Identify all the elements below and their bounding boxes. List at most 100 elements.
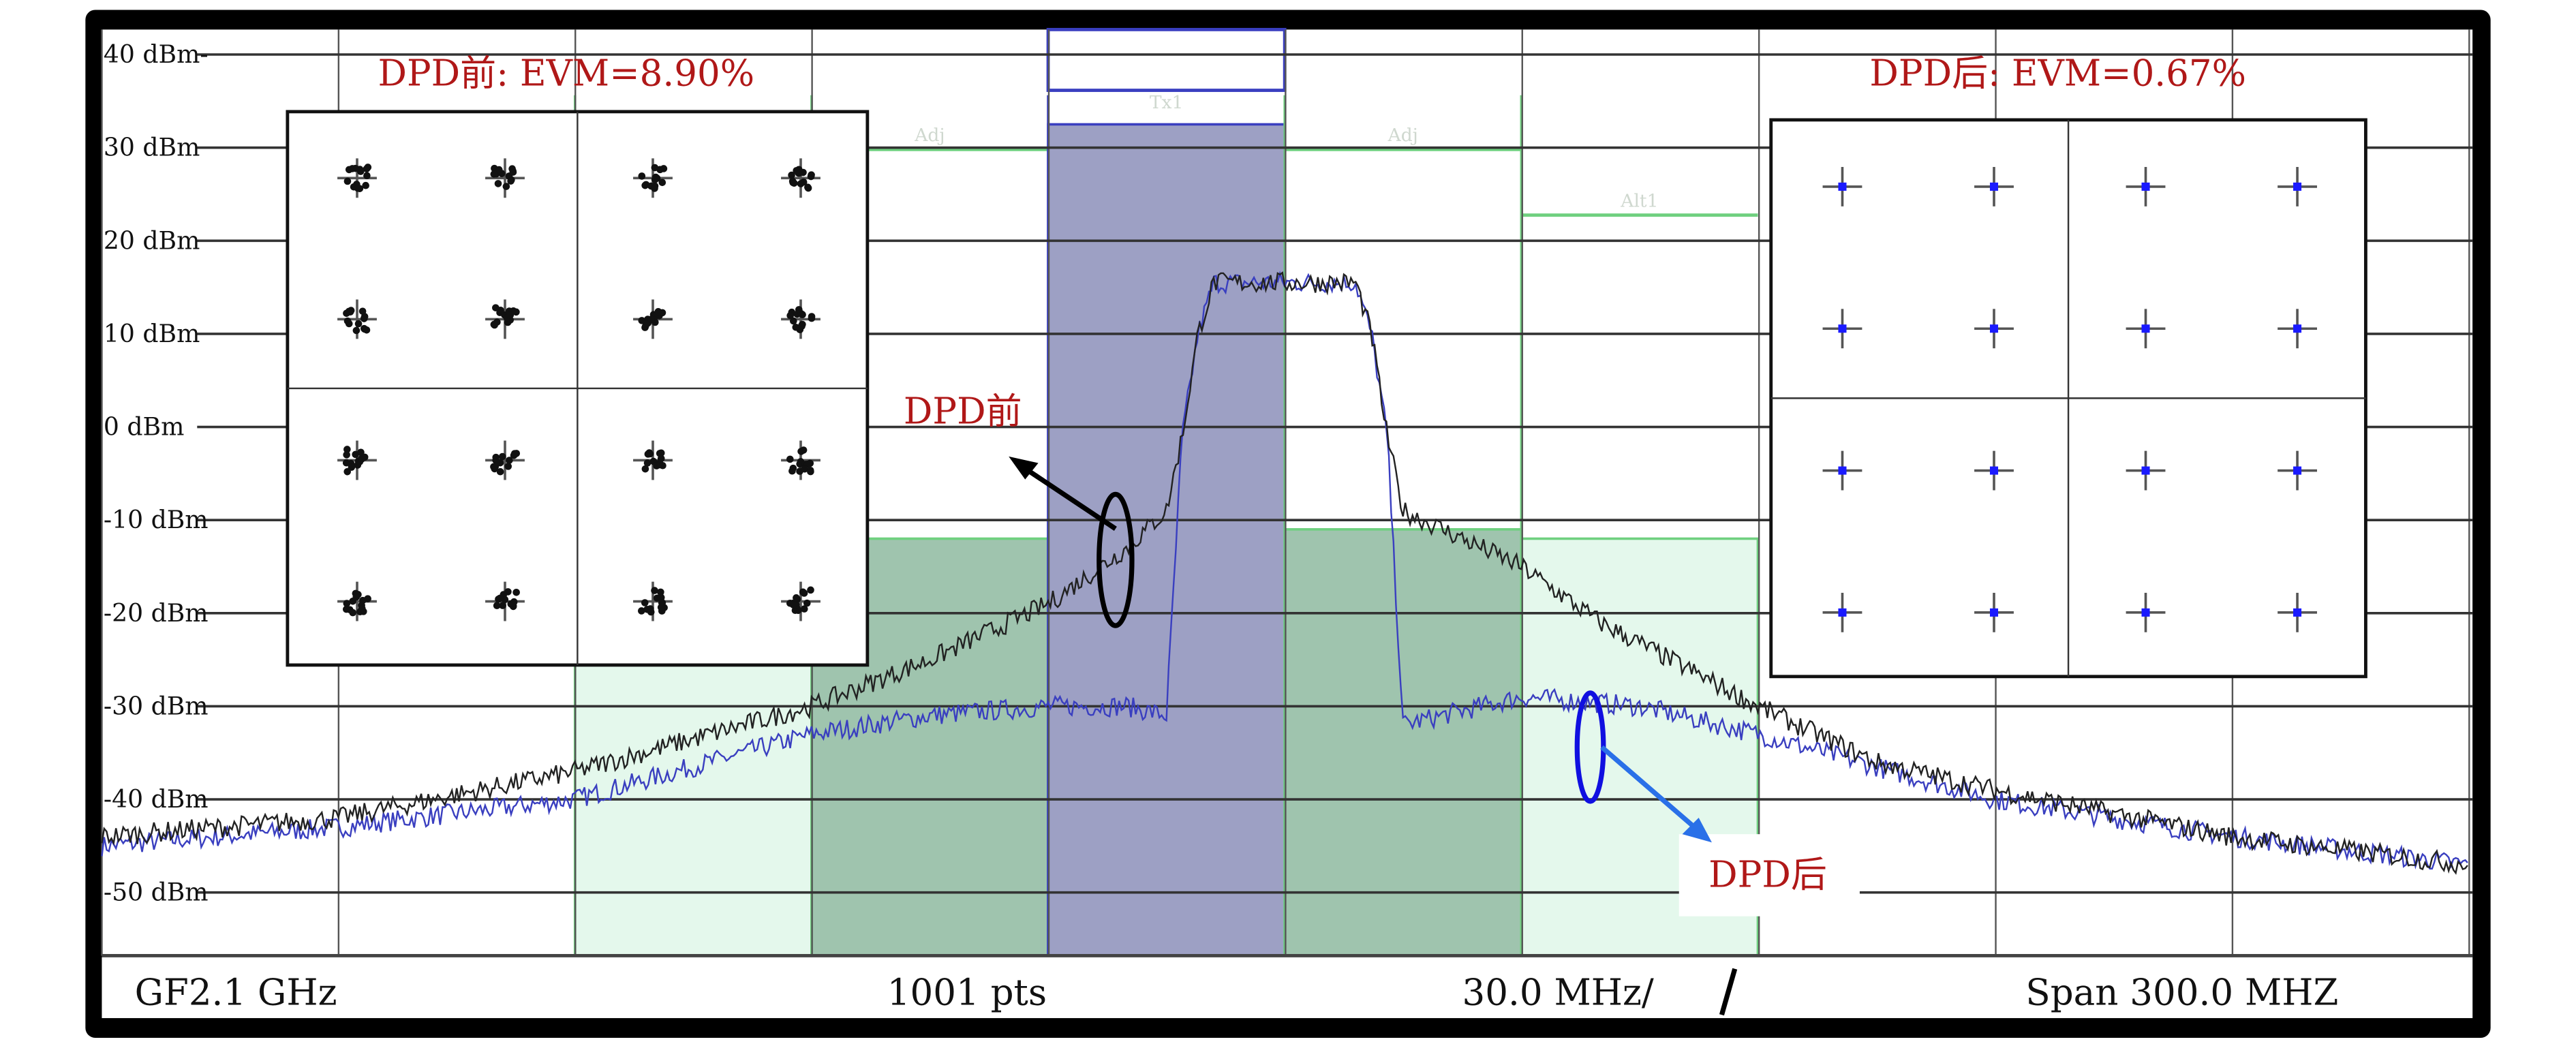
center-frequency: GF2.1 GHz — [135, 972, 337, 1014]
constellation-point — [512, 589, 520, 596]
before-ellipse — [1097, 491, 1135, 628]
constellation-point — [492, 304, 500, 311]
before-arrowhead — [1009, 456, 1039, 480]
constellation-point — [786, 311, 794, 320]
constellation-point — [348, 463, 356, 471]
constellation-point — [496, 467, 504, 476]
constellation-after — [1769, 118, 2367, 679]
constellation-point — [509, 167, 517, 175]
constellation-point — [506, 457, 513, 464]
span: Span 300.0 MHZ — [2025, 972, 2338, 1014]
channel-label-4: Alt1 — [1620, 191, 1658, 212]
constellation-point — [804, 183, 812, 191]
constellation-point — [799, 311, 806, 319]
constellation-point — [343, 177, 352, 185]
constellation-point — [495, 459, 502, 466]
constellation-point — [363, 172, 371, 180]
constellation-point — [2293, 466, 2302, 475]
constellation-point — [651, 164, 659, 172]
constellation-point — [343, 317, 352, 325]
constellation-point — [790, 179, 798, 187]
constellation-point — [502, 183, 510, 190]
constellation-point — [1989, 182, 1999, 191]
constellation-point — [638, 172, 646, 180]
constellation-point — [788, 467, 796, 475]
constellation-point — [356, 168, 365, 175]
constellation-point — [354, 185, 362, 192]
constellation-point — [645, 449, 654, 457]
y-tick-label: 0 dBm — [104, 412, 184, 442]
constellation-point — [343, 446, 351, 453]
constellation-point — [1838, 466, 1847, 475]
constellation-point — [1838, 324, 1847, 333]
constellation-point — [2141, 182, 2150, 191]
y-tick-label: -20 dBm — [104, 598, 209, 628]
constellation-point — [641, 465, 649, 473]
constellation-point — [647, 316, 656, 323]
constellation-before — [286, 110, 870, 667]
constellation-point — [641, 599, 649, 606]
points-count: 1001 pts — [887, 972, 1047, 1014]
after-label-bg — [1678, 834, 1860, 917]
constellation-point — [651, 587, 658, 594]
constellation-point — [352, 326, 361, 335]
constellation-point — [2293, 182, 2302, 191]
constellation-point — [343, 451, 350, 459]
constellation-point — [786, 455, 794, 463]
channel-band-2 — [1047, 123, 1286, 957]
constellation-point — [352, 593, 361, 601]
constellation-point — [342, 459, 350, 467]
constellation-point — [808, 314, 816, 322]
slash-mark — [1719, 968, 1738, 1016]
constellation-point — [364, 595, 371, 602]
constellation-point — [499, 602, 506, 609]
constellation-point — [361, 324, 368, 333]
constellation-point — [1838, 182, 1847, 191]
constellation-point — [490, 170, 498, 178]
constellation-point — [499, 452, 506, 461]
constellation-point — [2141, 324, 2150, 333]
constellation-point — [1989, 466, 1999, 475]
y-tick-label: 30 dBm — [104, 133, 200, 162]
constellation-point — [510, 450, 519, 457]
traces — [101, 271, 2468, 875]
constellation-point — [1989, 608, 1999, 617]
constellation-point — [361, 313, 369, 320]
constellation-point — [1989, 324, 1999, 333]
constellation-point — [799, 168, 807, 176]
constellation-point — [657, 603, 665, 611]
before-label: DPD前 — [904, 390, 1022, 433]
footer-bar — [102, 957, 2473, 1019]
y-tick-label: -50 dBm — [104, 878, 209, 907]
after-arrowhead — [1682, 818, 1712, 843]
constellation-point — [2141, 608, 2150, 617]
constellation-point — [354, 320, 363, 328]
constellation-point — [647, 608, 655, 616]
constellation-point — [507, 177, 515, 185]
channel-label-1: Adj — [914, 125, 945, 146]
trace-before — [101, 271, 2468, 875]
per-division: 30.0 MHz/ — [1462, 972, 1654, 1014]
y-tick-label: -30 dBm — [104, 691, 209, 720]
constellation-point — [801, 465, 809, 473]
constellation-point — [504, 463, 512, 470]
constellation-point — [643, 459, 651, 467]
constellation-point — [797, 180, 805, 187]
constellation-point — [789, 601, 797, 609]
constellation-point — [807, 586, 814, 594]
y-axis-labels: 40 dBm- 30 dBm 20 dBm 10 dBm 0 dBm -10 dBm -20… — [104, 40, 209, 907]
constellation-point — [495, 166, 503, 174]
constellation-point — [788, 171, 795, 179]
constellation-point — [2141, 466, 2150, 475]
constellation-point — [793, 167, 801, 174]
constellation-point — [657, 588, 664, 596]
constellation-point — [362, 181, 369, 189]
constellation-point — [658, 179, 666, 187]
constellation-point — [803, 599, 811, 607]
constellation-point — [348, 165, 356, 172]
constellation-point — [797, 448, 805, 455]
before-evm-title: DPD前: EVM=8.90% — [378, 52, 754, 94]
channel-label-2: Tx1 — [1150, 92, 1183, 113]
constellation-point — [491, 321, 498, 329]
